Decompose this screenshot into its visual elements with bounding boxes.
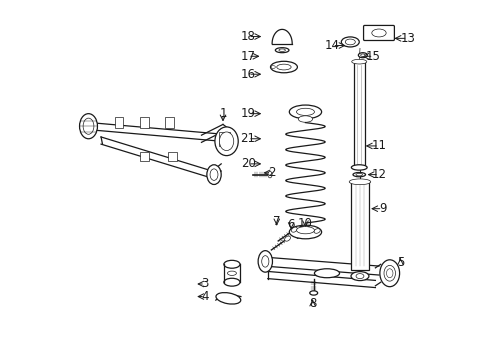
- Text: 17: 17: [240, 50, 255, 63]
- Ellipse shape: [278, 49, 285, 51]
- Ellipse shape: [224, 278, 240, 286]
- Text: 19: 19: [240, 107, 255, 120]
- Ellipse shape: [216, 293, 240, 304]
- Ellipse shape: [345, 39, 355, 45]
- Text: 11: 11: [371, 139, 386, 152]
- Text: 14: 14: [324, 39, 339, 52]
- Text: 3: 3: [201, 278, 208, 291]
- Text: 20: 20: [240, 157, 255, 170]
- Ellipse shape: [341, 37, 359, 47]
- Bar: [164, 117, 173, 128]
- Ellipse shape: [214, 127, 238, 156]
- Ellipse shape: [83, 118, 94, 134]
- Ellipse shape: [351, 59, 366, 64]
- Ellipse shape: [289, 105, 321, 119]
- Ellipse shape: [355, 174, 362, 176]
- Bar: [139, 117, 148, 128]
- Ellipse shape: [351, 165, 366, 170]
- Ellipse shape: [350, 272, 368, 280]
- Text: 12: 12: [371, 168, 386, 181]
- Ellipse shape: [371, 29, 386, 37]
- Ellipse shape: [348, 179, 370, 185]
- Ellipse shape: [275, 48, 288, 53]
- Text: 4: 4: [201, 290, 208, 303]
- Text: 1: 1: [219, 107, 226, 120]
- Ellipse shape: [227, 271, 236, 275]
- Bar: [168, 152, 177, 161]
- Ellipse shape: [224, 260, 240, 268]
- Ellipse shape: [261, 256, 268, 267]
- Ellipse shape: [358, 53, 366, 58]
- Text: 9: 9: [378, 202, 386, 215]
- Text: 13: 13: [399, 32, 414, 45]
- Text: 8: 8: [308, 297, 316, 310]
- Ellipse shape: [352, 172, 365, 177]
- Ellipse shape: [379, 260, 399, 287]
- Text: 16: 16: [240, 68, 255, 81]
- Ellipse shape: [80, 114, 97, 139]
- Text: 2: 2: [267, 166, 275, 179]
- Text: 21: 21: [240, 132, 255, 145]
- Ellipse shape: [383, 265, 395, 281]
- Ellipse shape: [355, 274, 363, 279]
- Bar: [350, 182, 368, 270]
- Bar: [219, 132, 230, 146]
- FancyBboxPatch shape: [363, 26, 394, 41]
- Ellipse shape: [210, 169, 218, 180]
- Ellipse shape: [270, 66, 275, 68]
- Text: 18: 18: [240, 30, 255, 43]
- Ellipse shape: [296, 108, 314, 116]
- Text: 6: 6: [287, 218, 294, 231]
- Ellipse shape: [291, 227, 297, 232]
- Ellipse shape: [270, 61, 297, 73]
- Ellipse shape: [267, 171, 271, 178]
- Bar: [140, 152, 148, 161]
- Bar: [114, 117, 123, 128]
- Ellipse shape: [276, 64, 290, 70]
- Ellipse shape: [206, 165, 221, 184]
- Ellipse shape: [386, 269, 392, 278]
- Ellipse shape: [309, 291, 317, 295]
- Ellipse shape: [284, 236, 290, 241]
- Text: 5: 5: [396, 256, 404, 269]
- Ellipse shape: [313, 229, 320, 233]
- Ellipse shape: [296, 226, 314, 234]
- Ellipse shape: [258, 251, 272, 272]
- Ellipse shape: [219, 132, 233, 150]
- Ellipse shape: [360, 54, 364, 57]
- Ellipse shape: [289, 225, 321, 239]
- Text: 15: 15: [366, 50, 380, 63]
- Text: 10: 10: [297, 216, 312, 230]
- Ellipse shape: [314, 269, 339, 278]
- Text: 7: 7: [272, 215, 280, 228]
- Bar: [353, 62, 364, 167]
- Ellipse shape: [298, 116, 312, 122]
